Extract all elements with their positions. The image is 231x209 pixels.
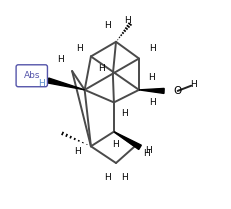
Text: H: H (38, 79, 45, 88)
Text: O: O (173, 86, 181, 96)
Text: H: H (57, 55, 64, 64)
Text: H: H (120, 173, 127, 182)
Polygon shape (47, 78, 84, 90)
Text: Abs: Abs (23, 71, 40, 80)
Polygon shape (113, 132, 141, 149)
FancyBboxPatch shape (16, 65, 47, 87)
Text: H: H (120, 109, 127, 119)
Text: H: H (104, 173, 111, 182)
Text: H: H (189, 80, 196, 89)
Polygon shape (138, 88, 164, 93)
Text: H: H (76, 43, 82, 53)
Text: H: H (74, 147, 80, 156)
Text: H: H (112, 140, 119, 149)
Text: H: H (124, 16, 130, 25)
Text: H: H (142, 149, 149, 158)
Text: H: H (149, 43, 155, 53)
Text: H: H (149, 98, 155, 107)
Text: H: H (104, 20, 111, 30)
Text: H: H (144, 146, 151, 155)
Text: H: H (148, 73, 154, 82)
Text: H: H (97, 64, 104, 74)
